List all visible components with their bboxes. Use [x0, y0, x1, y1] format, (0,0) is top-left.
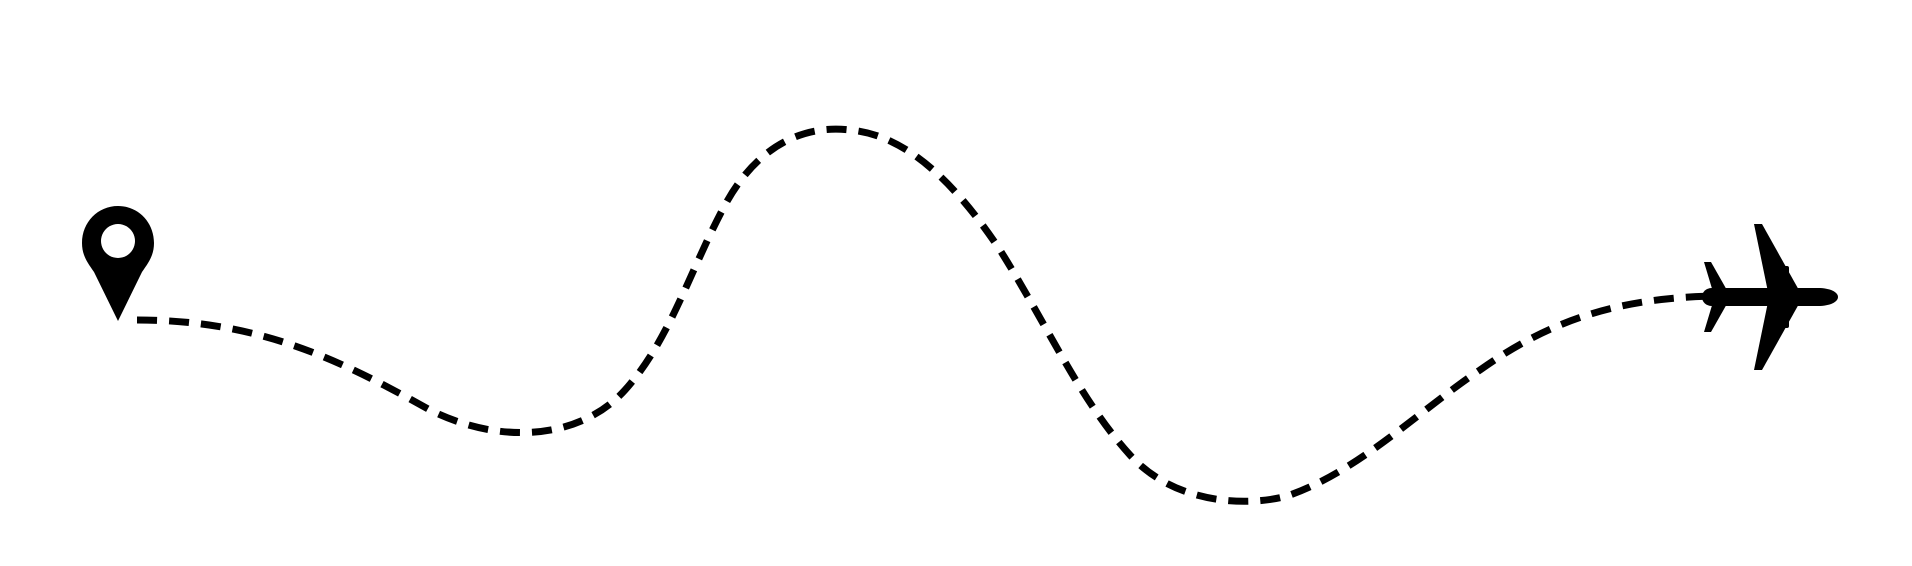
map-pin-icon	[82, 206, 154, 321]
dashed-route-path	[136, 125, 1721, 505]
airplane-icon	[1702, 224, 1838, 370]
